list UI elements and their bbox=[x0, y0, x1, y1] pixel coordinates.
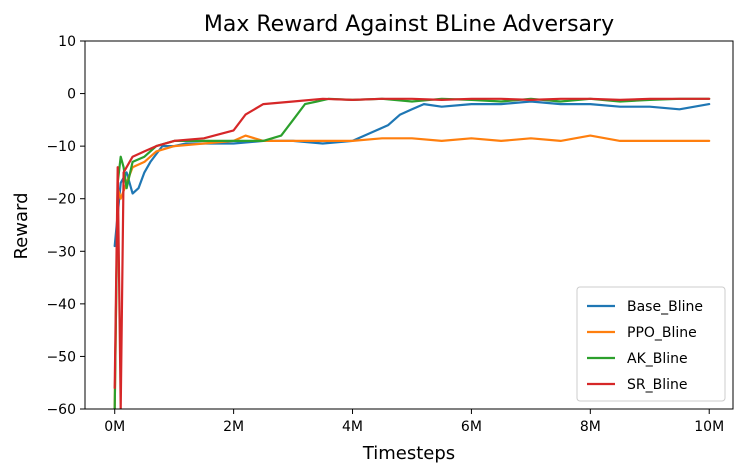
series-line-sr-bline bbox=[113, 97, 711, 409]
legend-entry: AK_Bline bbox=[627, 351, 688, 367]
x-tick-label: 2M bbox=[223, 419, 244, 435]
y-axis-label: Reward bbox=[11, 192, 32, 259]
legend-box bbox=[576, 286, 726, 402]
x-axis-label: Timesteps bbox=[362, 443, 455, 464]
x-tick-label: 6M bbox=[461, 419, 482, 435]
y-tick-label: 0 bbox=[67, 87, 76, 103]
x-axis: 0M 2M 4M 6M 8M 10M bbox=[104, 409, 724, 435]
y-tick-label: −60 bbox=[46, 402, 76, 418]
series-line-base-bline bbox=[113, 100, 711, 248]
y-tick-label: −10 bbox=[46, 139, 76, 155]
chart-title: Max Reward Against BLine Adversary bbox=[204, 12, 614, 37]
y-tick-label: −40 bbox=[46, 297, 76, 313]
y-tick-label: −20 bbox=[46, 192, 76, 208]
legend-entry: SR_Bline bbox=[627, 377, 687, 393]
y-tick-label: −30 bbox=[46, 244, 76, 260]
legend-entry: PPO_Bline bbox=[627, 325, 697, 341]
y-axis: 10 0 −10 −20 −30 −40 −50 −60 bbox=[46, 34, 85, 418]
legend-entry: Base_Bline bbox=[627, 299, 703, 315]
y-tick-label: −50 bbox=[46, 349, 76, 365]
x-tick-label: 0M bbox=[104, 419, 125, 435]
x-tick-label: 4M bbox=[342, 419, 363, 435]
x-tick-label: 10M bbox=[694, 419, 724, 435]
plot-area bbox=[84, 40, 734, 410]
y-tick-label: 10 bbox=[58, 34, 76, 50]
legend: Base_Bline PPO_Bline AK_Bline SR_Bline bbox=[576, 286, 726, 402]
series-line-ak-bline bbox=[113, 97, 711, 409]
series-line-ppo-bline bbox=[113, 134, 711, 409]
series-lines bbox=[113, 97, 711, 409]
x-tick-label: 8M bbox=[580, 419, 601, 435]
plot-frame bbox=[84, 40, 734, 410]
